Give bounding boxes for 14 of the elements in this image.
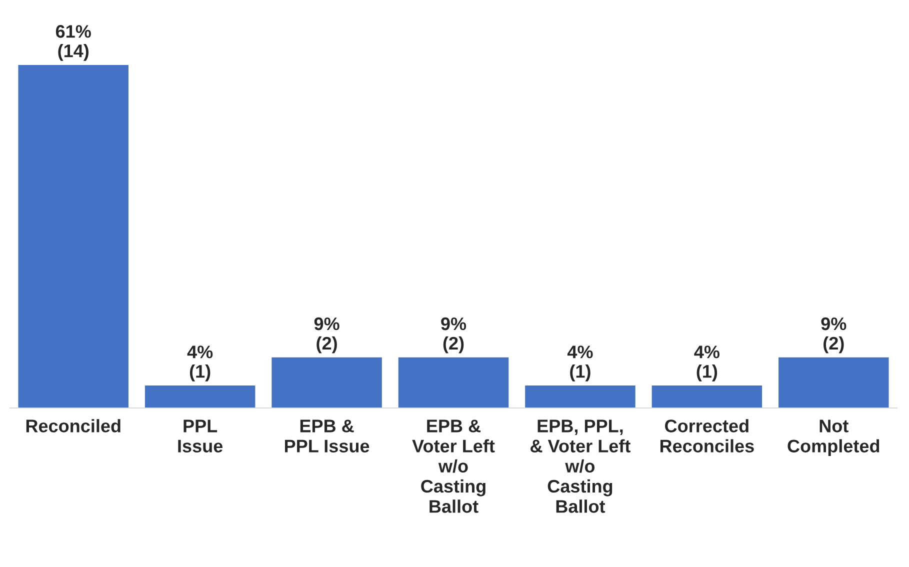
- x-tick-label: Reconciled: [26, 419, 120, 432]
- data-label: 4% (1): [567, 346, 593, 382]
- data-label: 4% (1): [187, 346, 213, 382]
- x-tick-label: Not Completed: [788, 420, 880, 456]
- x-tick-label: EPB & PPL Issue: [285, 420, 370, 452]
- x-tick-label: EPB, PPL, & Voter Left w/o Casting Ballot: [530, 420, 630, 513]
- x-tick-label: EPB & Voter Left w/o Casting Ballot: [412, 420, 495, 513]
- data-label: 9% (2): [441, 317, 466, 354]
- x-tick-label: PPL Issue: [178, 420, 223, 452]
- data-label: 4% (1): [694, 346, 720, 382]
- x-tick-label: Corrected Reconciles: [660, 419, 754, 452]
- data-label: 61% (14): [56, 25, 91, 61]
- data-label: 9% (2): [821, 317, 846, 354]
- data-label: 9% (2): [314, 317, 340, 354]
